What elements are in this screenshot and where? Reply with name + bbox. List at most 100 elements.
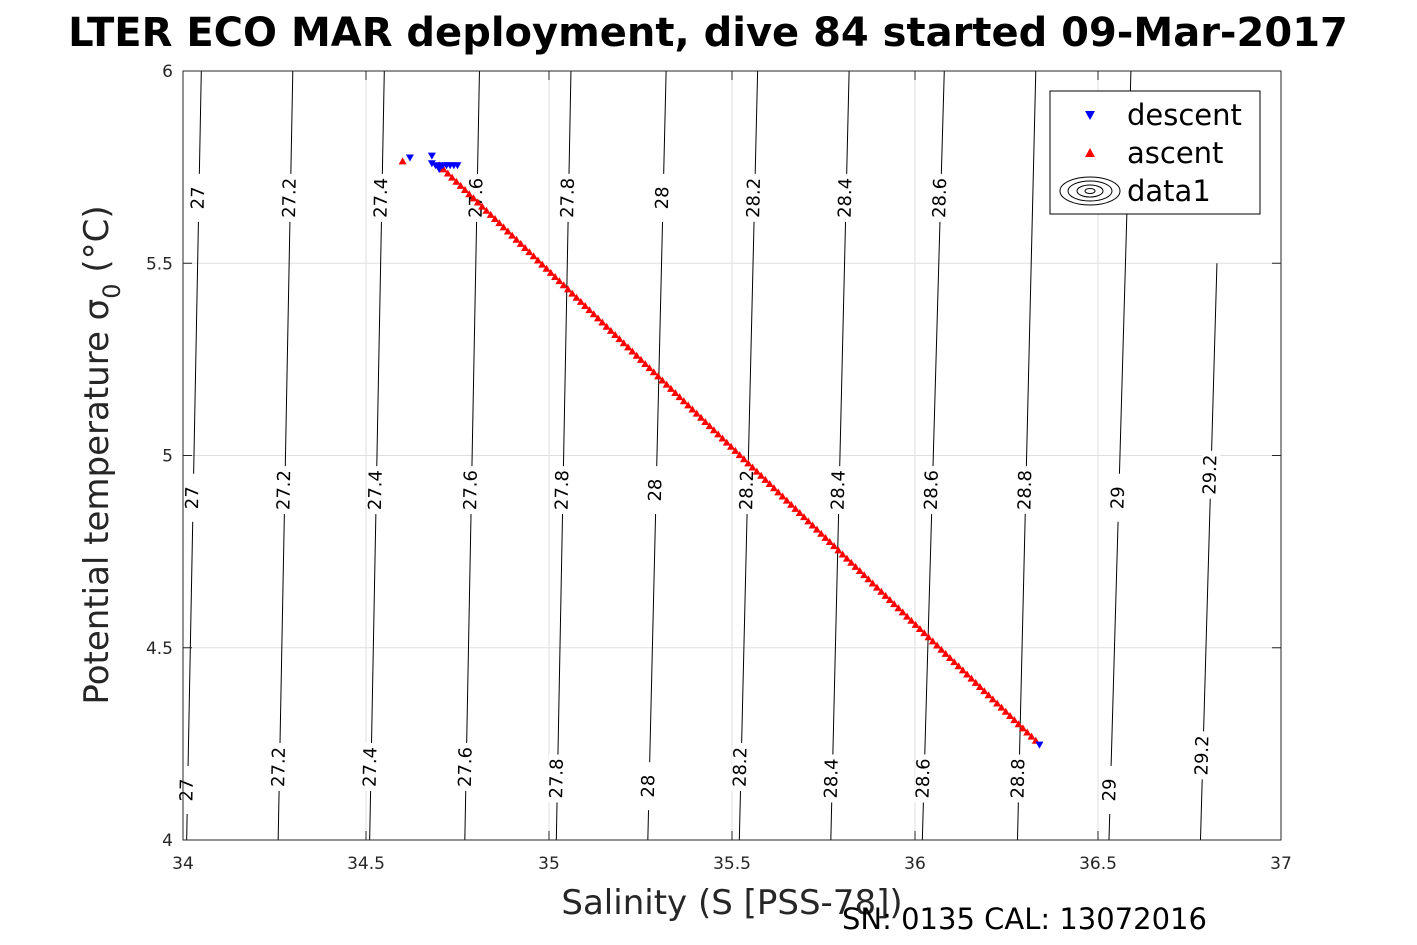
ascent-point — [563, 285, 572, 293]
ascent-point — [576, 297, 585, 305]
ascent-point — [868, 579, 877, 587]
descent-point — [435, 166, 444, 174]
contour-label: 28.8 — [1007, 758, 1029, 799]
contour-label-mask — [1100, 765, 1121, 815]
ascent-point — [894, 604, 903, 612]
ascent-point — [439, 165, 448, 173]
ascent-point — [1010, 716, 1019, 724]
contour-label: 28.2 — [730, 747, 752, 788]
contour-label: 27.6 — [460, 470, 482, 510]
ascent-point — [915, 624, 924, 632]
contour-label: 28 — [638, 774, 660, 797]
y-tick-label: 6 — [162, 62, 173, 82]
ascent-point — [1018, 724, 1027, 732]
y-axis-label: Potential temperature σ0 (°C) — [77, 205, 126, 704]
contour-label-mask — [836, 173, 856, 223]
y-ticks: 4 4.5 5 5.5 6 — [146, 62, 1281, 851]
contour-label: 28.2 — [743, 178, 765, 219]
ascent-point — [628, 347, 637, 355]
ascent-point — [632, 351, 641, 359]
descent-point — [1035, 741, 1044, 749]
ascent-point — [958, 666, 967, 674]
legend-ascent-marker — [1085, 148, 1095, 157]
y-axis-label-unit: (°C) — [77, 205, 117, 283]
ascent-point — [546, 268, 555, 276]
x-ticks: 34 34.5 35 35.5 36 36.5 37 — [172, 71, 1292, 874]
contour-label-mask — [930, 173, 951, 223]
contour-label-mask — [462, 465, 481, 515]
ascent-point — [821, 533, 830, 541]
legend[interactable]: descent ascent data1 — [1049, 90, 1261, 215]
ascent-point — [924, 633, 933, 641]
ascent-point — [769, 484, 778, 492]
y-tick-label: 4.5 — [146, 639, 173, 659]
y-tick-label: 4 — [162, 831, 173, 851]
ascent-point — [598, 318, 607, 326]
ascent-point — [808, 521, 817, 529]
ascent-point — [1006, 711, 1015, 719]
ascent-point — [872, 583, 881, 591]
contour-label-mask — [646, 465, 666, 515]
isopycnal-line — [1016, 70, 1037, 841]
y-tick-label: 5 — [162, 447, 173, 467]
ascent-point — [980, 687, 989, 695]
descent-point — [427, 152, 436, 160]
ascent-point — [490, 215, 499, 223]
ascent-point — [795, 509, 804, 517]
contour-label: 27.4 — [360, 747, 382, 787]
contour-label: 27.8 — [552, 470, 574, 510]
contour-label: 28.6 — [913, 758, 935, 799]
contour-label-mask — [361, 742, 381, 792]
ascent-point — [456, 181, 465, 189]
descent-point — [453, 162, 462, 170]
ascent-point — [757, 471, 766, 479]
ascent-point — [645, 364, 654, 372]
ascent-point — [1014, 720, 1023, 728]
ascent-point — [398, 157, 407, 165]
ascent-point — [684, 401, 693, 409]
contour-label: 28.6 — [921, 470, 943, 511]
ascent-point — [606, 326, 615, 334]
ascent-point — [469, 194, 478, 202]
ascent-point — [825, 538, 834, 546]
contour-label: 27.2 — [279, 178, 301, 218]
contour-label-mask — [275, 465, 295, 515]
chart-title: LTER ECO MAR deployment, dive 84 started… — [68, 10, 1348, 56]
ascent-point — [911, 620, 920, 628]
ascent-point — [735, 451, 744, 459]
x-tick-label: 36.5 — [1079, 854, 1117, 874]
contour-label-mask — [467, 173, 487, 223]
ascent-point — [817, 529, 826, 537]
grid — [183, 71, 1281, 840]
descent-point — [405, 154, 414, 162]
ascent-point — [559, 281, 568, 289]
ascent-point — [718, 434, 727, 442]
contour-label-mask — [1193, 731, 1213, 780]
contour-label-mask — [822, 754, 842, 803]
ascent-point — [671, 388, 680, 396]
legend-descent-marker — [1085, 111, 1095, 120]
ascent-point — [984, 691, 993, 699]
ascent-point — [898, 608, 907, 616]
x-tick-label: 34 — [172, 854, 194, 874]
ascent-point — [937, 645, 946, 653]
legend-contour-icon — [1059, 176, 1121, 206]
contour-label-mask — [745, 173, 765, 223]
ascent-point — [993, 699, 1002, 707]
contour-label-mask — [1109, 473, 1129, 523]
contour-label: 27.8 — [557, 178, 579, 218]
ascent-point — [705, 422, 714, 430]
ascent-point — [679, 397, 688, 405]
ascent-point — [1001, 707, 1010, 715]
ascent-point — [761, 475, 770, 483]
ascent-point — [482, 206, 491, 214]
y-axis-label-subscript: 0 — [98, 283, 126, 298]
x-tick-label: 37 — [1270, 854, 1292, 874]
contour-label: 27 — [176, 778, 197, 801]
ascent-point — [649, 368, 658, 376]
legend-contour-label: data1 — [1127, 174, 1211, 208]
legend-ascent-label: ascent — [1127, 136, 1223, 170]
ascent-point — [568, 289, 577, 297]
contour-label: 28 — [652, 186, 674, 209]
ascent-point — [452, 177, 461, 185]
